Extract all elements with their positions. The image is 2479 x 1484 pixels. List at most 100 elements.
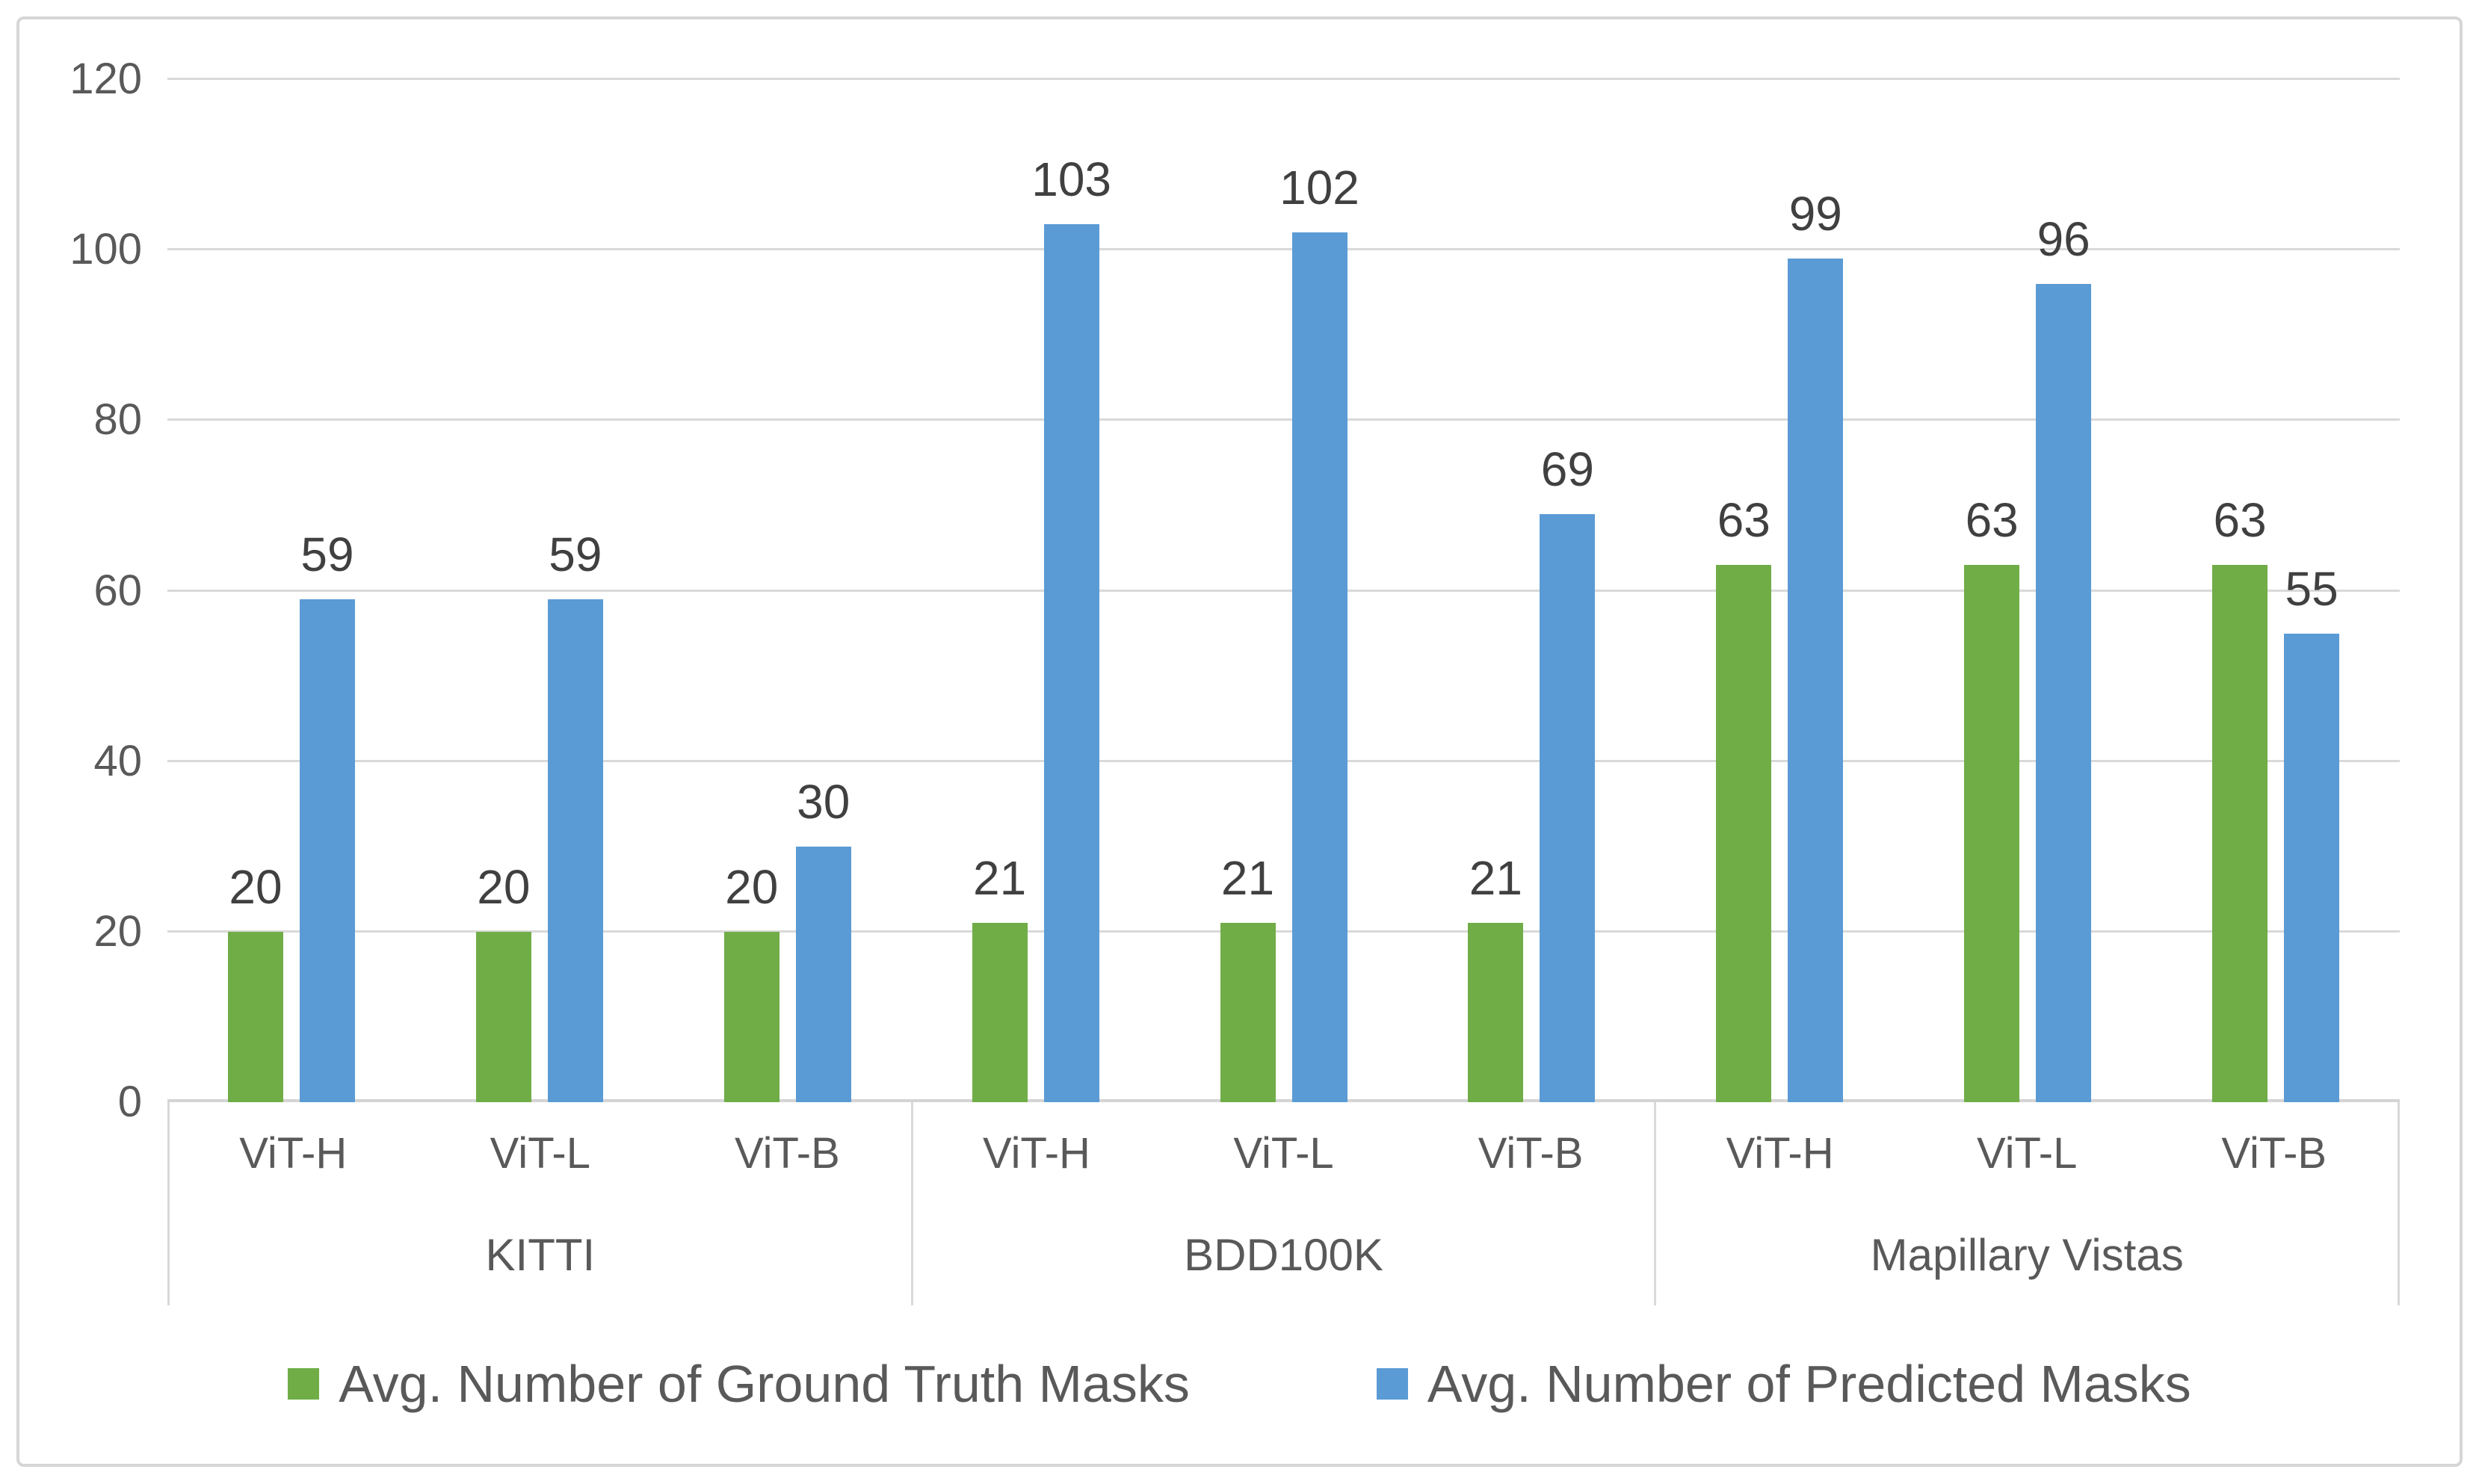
category-label-BDD100K-ViT-H: ViT-H	[982, 1129, 1090, 1178]
bar-ground-truth-BDD100K-ViT-B	[1468, 923, 1524, 1102]
gridline-20	[167, 930, 2400, 933]
bar-value-label: 96	[2037, 211, 2090, 266]
bar-value-label: 59	[300, 527, 354, 581]
axis-group-BDD100K: ViT-H ViT-L ViT-B BDD100K	[910, 1102, 1655, 1305]
bar-value-label: 63	[1717, 493, 1771, 548]
category-label-BDD100K-ViT-L: ViT-L	[1233, 1129, 1334, 1178]
legend: Avg. Number of Ground Truth Masks Avg. N…	[0, 1354, 2479, 1414]
bar-cell-Mapillary Vistas-ViT-B: 63 55	[2152, 79, 2400, 1102]
bar-ground-truth-BDD100K-ViT-H	[972, 923, 1028, 1102]
category-row: ViT-H ViT-L ViT-B	[1656, 1102, 2398, 1205]
gridline-60	[167, 589, 2400, 592]
bar-column: 96	[2036, 79, 2092, 1102]
bar-predicted-KITTI-ViT-H	[299, 599, 355, 1102]
bar-ground-truth-Mapillary Vistas-ViT-B	[2212, 565, 2268, 1102]
bar-cell-BDD100K-ViT-H: 21 103	[912, 79, 1160, 1102]
group-label-Mapillary Vistas: Mapillary Vistas	[1870, 1230, 2184, 1280]
category-label-Mapillary Vistas-ViT-L: ViT-L	[1977, 1129, 2078, 1178]
bar-ground-truth-Mapillary Vistas-ViT-H	[1716, 565, 1772, 1102]
axis-group-KITTI: ViT-H ViT-L ViT-B KITTI	[167, 1102, 911, 1305]
gridline-120	[167, 78, 2400, 80]
figure-border	[16, 16, 2463, 1467]
bar-value-label: 59	[549, 527, 602, 581]
bar-ground-truth-KITTI-ViT-L	[475, 931, 531, 1102]
bar-value-label: 21	[1469, 851, 1522, 906]
bar-column: 63	[1716, 79, 1772, 1102]
axis-group-Mapillary Vistas: ViT-H ViT-L ViT-B Mapillary Vistas	[1654, 1102, 2401, 1305]
legend-label-predicted: Avg. Number of Predicted Masks	[1427, 1355, 2191, 1413]
y-tick-label-0: 0	[117, 1078, 142, 1126]
bar-ground-truth-KITTI-ViT-H	[227, 931, 283, 1102]
bar-value-label: 103	[1031, 152, 1111, 206]
bar-column: 30	[795, 79, 851, 1102]
bar-column: 55	[2284, 79, 2340, 1102]
bar-ground-truth-Mapillary Vistas-ViT-L	[1964, 565, 2020, 1102]
bar-ground-truth-BDD100K-ViT-L	[1220, 923, 1276, 1102]
group-label-KITTI: KITTI	[485, 1230, 596, 1280]
bar-column: 21	[1468, 79, 1524, 1102]
bar-column: 69	[1540, 79, 1596, 1102]
bar-value-label: 69	[1540, 442, 1594, 496]
category-label-KITTI-ViT-B: ViT-B	[735, 1129, 840, 1178]
bar-column: 103	[1031, 79, 1111, 1102]
y-tick-label-60: 60	[93, 566, 142, 615]
legend-label-ground-truth: Avg. Number of Ground Truth Masks	[339, 1355, 1190, 1413]
bar-column: 21	[1220, 79, 1276, 1102]
bar-group-BDD100K: 21 103 21 102 21 69	[912, 79, 1656, 1102]
y-tick-label-40: 40	[93, 736, 142, 785]
legend-item-predicted: Avg. Number of Predicted Masks	[1376, 1354, 2191, 1414]
bar-column: 102	[1279, 79, 1359, 1102]
y-tick-label-20: 20	[93, 906, 142, 956]
gridline-80	[167, 418, 2400, 421]
y-tick-label-120: 120	[70, 55, 142, 103]
bar-group-KITTI: 20 59 20 59 20 30	[167, 79, 912, 1102]
gridline-0	[167, 1099, 2400, 1102]
gridline-40	[167, 759, 2400, 762]
bar-cell-KITTI-ViT-B: 20 30	[664, 79, 912, 1102]
category-label-Mapillary Vistas-ViT-H: ViT-H	[1726, 1129, 1834, 1178]
bar-cell-KITTI-ViT-H: 20 59	[167, 79, 416, 1102]
bar-cell-BDD100K-ViT-L: 21 102	[1160, 79, 1408, 1102]
bar-cell-BDD100K-ViT-B: 21 69	[1407, 79, 1655, 1102]
category-axis: ViT-H ViT-L ViT-B KITTI ViT-H ViT-L ViT-B BDD10…	[167, 1102, 2401, 1305]
bar-column: 63	[1964, 79, 2020, 1102]
bar-value-label: 20	[229, 859, 283, 914]
bar-group-Mapillary Vistas: 63 99 63 96 63 55	[1655, 79, 2400, 1102]
category-label-Mapillary Vistas-ViT-B: ViT-B	[2221, 1129, 2327, 1178]
bar-value-label: 30	[797, 774, 850, 829]
y-tick-label-80: 80	[93, 395, 142, 445]
category-row: ViT-H ViT-L ViT-B	[170, 1102, 911, 1205]
bar-value-label: 99	[1788, 186, 1842, 241]
bar-predicted-BDD100K-ViT-H	[1043, 223, 1099, 1102]
bar-column: 21	[972, 79, 1028, 1102]
bar-column: 99	[1788, 79, 1844, 1102]
bar-value-label: 20	[725, 859, 779, 914]
legend-item-ground-truth: Avg. Number of Ground Truth Masks	[288, 1354, 1190, 1414]
bar-value-label: 21	[973, 851, 1027, 906]
bar-predicted-Mapillary Vistas-ViT-B	[2284, 633, 2340, 1102]
plot-area: 20 59 20 59 20 30 21 103 21 102 21 69 63 99 63 96 63 55	[167, 78, 2400, 1102]
bar-column: 20	[475, 79, 531, 1102]
bar-predicted-BDD100K-ViT-L	[1291, 232, 1347, 1102]
bar-value-label: 63	[2213, 493, 2267, 548]
category-label-BDD100K-ViT-B: ViT-B	[1478, 1129, 1584, 1178]
group-label-BDD100K: BDD100K	[1184, 1230, 1383, 1280]
legend-swatch-ground-truth	[288, 1368, 320, 1400]
bar-cell-Mapillary Vistas-ViT-H: 63 99	[1655, 79, 1904, 1102]
bar-value-label: 63	[1965, 493, 2019, 548]
category-label-KITTI-ViT-H: ViT-H	[239, 1129, 348, 1178]
bars-layer: 20 59 20 59 20 30 21 103 21 102 21 69 63 99 63 96 63 55	[167, 79, 2400, 1102]
bar-value-label: 102	[1279, 161, 1359, 215]
bar-ground-truth-KITTI-ViT-B	[723, 931, 779, 1102]
bar-cell-KITTI-ViT-L: 20 59	[416, 79, 664, 1102]
bar-predicted-KITTI-ViT-B	[795, 846, 851, 1102]
bar-predicted-Mapillary Vistas-ViT-H	[1788, 258, 1844, 1102]
category-row: ViT-H ViT-L ViT-B	[913, 1102, 1655, 1205]
bar-predicted-BDD100K-ViT-B	[1540, 513, 1596, 1102]
bar-value-label: 55	[2285, 561, 2338, 616]
bar-column: 20	[723, 79, 779, 1102]
bar-predicted-Mapillary Vistas-ViT-L	[2036, 283, 2092, 1102]
bar-value-label: 21	[1220, 851, 1275, 906]
bar-column: 63	[2212, 79, 2268, 1102]
